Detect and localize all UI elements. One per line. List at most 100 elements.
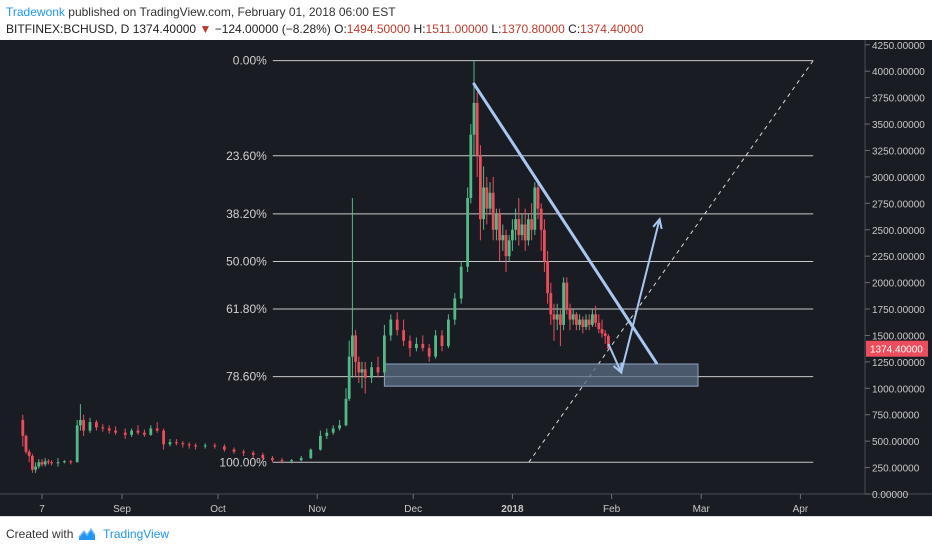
candle (597, 314, 601, 334)
candle-body (597, 322, 601, 330)
support-zone (383, 363, 699, 387)
candle (523, 208, 527, 251)
candle-body (63, 461, 66, 463)
candle-body (31, 455, 34, 470)
fib-level-label: 61.80% (226, 302, 267, 316)
fib-level-label: 78.60% (226, 370, 267, 384)
candle-body (136, 430, 140, 433)
candle (175, 439, 178, 446)
candle-body (360, 369, 364, 373)
candle (331, 425, 335, 435)
candles (21, 60, 610, 473)
candle-body (383, 335, 386, 373)
fib-level-label: 0.00% (233, 54, 267, 68)
candle-body (520, 224, 524, 236)
candle-body (251, 452, 255, 455)
candle (299, 455, 303, 462)
candle (82, 414, 85, 436)
y-tick-label: 4000.00000 (872, 67, 925, 78)
candle (56, 458, 60, 467)
candle (549, 282, 553, 325)
candle-body (389, 319, 393, 336)
candle (530, 203, 533, 241)
candle-body (491, 192, 495, 230)
candle-body (290, 460, 293, 462)
candle (514, 208, 517, 241)
author-link[interactable]: Tradewonk (6, 5, 65, 19)
candle (27, 449, 31, 463)
candle (427, 343, 431, 362)
y-tick-label: 3250.00000 (872, 146, 925, 157)
candle (261, 452, 265, 461)
candle (290, 459, 293, 464)
candle (421, 335, 425, 352)
candle (69, 460, 73, 465)
candle-body (325, 432, 329, 436)
candle (203, 443, 207, 449)
candle (415, 337, 418, 352)
candle-body (591, 314, 594, 325)
candle-body (530, 219, 533, 230)
candle-body (578, 319, 581, 325)
candle-body (21, 420, 25, 436)
candle (517, 198, 521, 246)
tradingview-cloud-icon[interactable] (78, 526, 96, 542)
candle (280, 458, 284, 464)
candle (555, 303, 559, 331)
candle-body (56, 462, 60, 464)
candle (43, 458, 47, 467)
candle-body (280, 460, 284, 462)
candle (520, 213, 524, 241)
candle-body (75, 425, 79, 463)
price-axis[interactable]: 4250.00000 4000.00000 3750.00000 3500.00000… (865, 41, 925, 501)
candle-body (584, 319, 588, 327)
candle (469, 124, 473, 204)
low-value: 1370.80000 (501, 22, 565, 36)
candle (408, 335, 412, 357)
candle (123, 428, 127, 440)
candle-body (101, 427, 105, 429)
candle-body (575, 314, 578, 325)
candle (63, 460, 66, 464)
plot-background (0, 40, 932, 516)
candle-body (319, 435, 322, 450)
candle (482, 166, 485, 230)
down-arrow-icon: ▼ (199, 22, 212, 36)
candle-body (338, 425, 341, 429)
candle (594, 305, 597, 327)
close-label: C: (568, 22, 581, 36)
y-tick-label: 1250.00000 (872, 358, 925, 369)
candle (459, 261, 463, 304)
candle (568, 303, 572, 331)
y-tick-label: 3500.00000 (872, 120, 925, 131)
candle (565, 277, 569, 315)
tradingview-brand-link[interactable]: TradingView (103, 527, 170, 541)
candle (434, 330, 437, 359)
candle (213, 443, 217, 449)
chart-area[interactable]: 0.00% 23.60% 38.20% 50.00% 61.80% 78.60% 100.0… (0, 40, 932, 516)
candle-body (37, 462, 41, 467)
y-tick-label: 750.00000 (872, 411, 920, 422)
y-tick-label: 1000.00000 (872, 384, 925, 395)
candle (370, 361, 373, 384)
publish-line: Tradewonk published on TradingView.com, … (6, 5, 396, 19)
candle (552, 303, 556, 341)
candle-body (469, 134, 473, 199)
x-tick-label: Dec (404, 504, 422, 515)
candle (562, 277, 565, 331)
candle-body (27, 451, 31, 456)
candle (223, 444, 226, 452)
candle-body (347, 356, 351, 399)
projection-arrow-shaft (607, 343, 623, 373)
time-axis[interactable]: 7 Sep Oct Nov Dec 2018 Feb Mar Apr (39, 494, 809, 515)
candle (587, 314, 591, 331)
high-value: 1511.00000 (425, 22, 489, 36)
candlestick-chart[interactable]: 0.00% 23.60% 38.20% 50.00% 61.80% 78.60% 100.0… (0, 40, 932, 516)
y-tick-label: 500.00000 (872, 437, 920, 448)
candle (479, 145, 482, 241)
candle-body (600, 329, 604, 334)
candle (50, 460, 53, 466)
candle-body (354, 335, 357, 362)
candle-body (498, 213, 501, 241)
drawings (472, 82, 663, 375)
